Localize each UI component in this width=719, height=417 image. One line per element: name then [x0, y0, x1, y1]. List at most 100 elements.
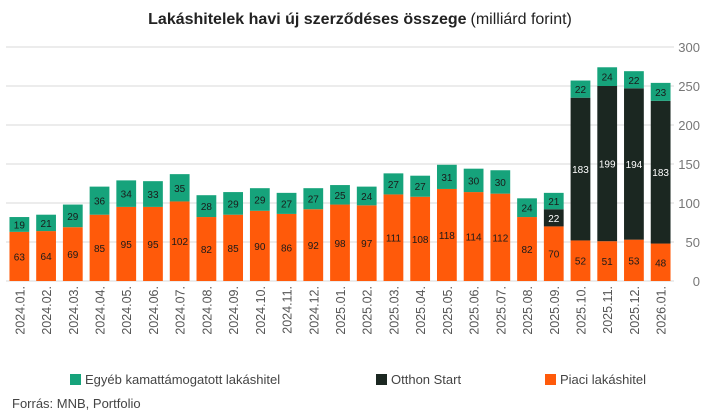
- bar-segment: [517, 198, 537, 218]
- y-tick-label: 0: [693, 274, 700, 289]
- x-tick-label: 2024.06.: [147, 286, 161, 335]
- x-tick-label: 2025.11.: [601, 286, 615, 334]
- legend-label: Piaci lakáshitel: [560, 372, 646, 387]
- bar-value-label: 24: [602, 73, 614, 84]
- chart-title: Lakáshitelek havi új szerződéses összege: [148, 11, 466, 28]
- bar-value-label: 29: [228, 199, 240, 210]
- bar-segment: [169, 201, 190, 281]
- bar-segment: [196, 217, 217, 281]
- bar-segment: [410, 175, 431, 197]
- bar-value-label: 63: [14, 252, 26, 263]
- x-tick-label: 2024.07.: [174, 286, 188, 335]
- bar-value-label: 95: [121, 240, 133, 251]
- bar-value-label: 92: [308, 241, 320, 252]
- bar-segment: [36, 231, 56, 281]
- bar-segment: [62, 227, 83, 281]
- bar-value-label: 194: [626, 160, 643, 171]
- bar-segment: [410, 196, 431, 281]
- bar-value-label: 183: [652, 168, 669, 179]
- bar-segment: [330, 204, 350, 281]
- bar-value-label: 28: [201, 202, 213, 213]
- bar-value-label: 24: [521, 204, 533, 215]
- x-tick-label: 2025.09.: [548, 286, 562, 335]
- x-tick-label: 2024.09.: [227, 286, 241, 335]
- bar-segment: [116, 206, 137, 281]
- bar-value-label: 52: [575, 257, 587, 268]
- bar-value-label: 30: [495, 178, 507, 189]
- bar-segment: [223, 192, 244, 215]
- y-tick-label: 200: [678, 118, 700, 133]
- bars: 63 19 64 21 69 29 85 36 95 34 95 33 102 35 82 28 85 29 90 2…: [9, 67, 671, 281]
- bar-segment: [356, 205, 377, 281]
- bar-segment: [116, 180, 137, 207]
- x-tick-label: 2025.01.: [334, 286, 348, 335]
- x-tick-label: 2025.08.: [521, 286, 535, 335]
- bar-value-label: 199: [599, 160, 616, 171]
- bar-segment: [463, 192, 484, 281]
- y-tick-label: 300: [678, 40, 700, 55]
- bar-segment: [356, 186, 377, 206]
- bar-segment: [463, 168, 484, 193]
- bar-value-label: 22: [628, 76, 640, 87]
- bar-value-label: 118: [439, 231, 455, 242]
- bar-value-label: 98: [334, 239, 346, 250]
- bar-segment: [490, 170, 511, 194]
- legend-swatch: [545, 374, 556, 385]
- bar-value-label: 102: [171, 237, 188, 248]
- bar-segment: [543, 192, 564, 210]
- bar-value-label: 85: [228, 244, 240, 255]
- y-tick-label: 150: [678, 157, 700, 172]
- bar-segment: [570, 240, 591, 281]
- bar-value-label: 27: [308, 195, 320, 206]
- bar-value-label: 21: [548, 197, 560, 208]
- bar-value-label: 69: [67, 250, 79, 261]
- y-axis-ticks: 0 50 100 150 200 250 300: [678, 40, 700, 289]
- bar-value-label: 19: [14, 220, 26, 231]
- y-tick-label: 50: [686, 235, 700, 250]
- bar-value-label: 48: [655, 258, 667, 269]
- x-tick-label: 2024.11.: [281, 286, 295, 334]
- x-axis-ticks: 2024.01. 2024.02. 2024.03. 2024.04. 2024.05.…: [13, 286, 668, 335]
- bar-value-label: 22: [548, 214, 560, 225]
- bar-segment: [196, 195, 217, 218]
- bar-segment: [597, 241, 618, 281]
- bar-segment: [650, 82, 671, 101]
- bar-segment: [383, 173, 404, 195]
- bar-value-label: 21: [41, 219, 53, 230]
- bar-value-label: 108: [412, 235, 429, 246]
- bar-segment: [330, 185, 350, 205]
- bar-segment: [517, 217, 537, 281]
- bar-value-label: 53: [628, 256, 640, 267]
- bar-value-label: 27: [281, 199, 293, 210]
- y-tick-label: 250: [678, 79, 700, 94]
- bar-segment: [276, 192, 297, 214]
- x-tick-label: 2024.12.: [307, 286, 321, 335]
- bar-segment: [543, 209, 564, 227]
- bar-segment: [89, 186, 110, 215]
- bar-segment: [597, 86, 618, 242]
- legend-label: Otthon Start: [391, 372, 461, 387]
- bar-segment: [143, 206, 163, 281]
- legend-swatch: [376, 374, 387, 385]
- bar-value-label: 34: [121, 190, 133, 201]
- bar-segment: [650, 243, 671, 281]
- bar-value-label: 22: [575, 85, 587, 96]
- bar-segment: [624, 71, 644, 89]
- x-tick-label: 2024.03.: [67, 286, 81, 335]
- x-tick-label: 2025.02.: [361, 286, 375, 335]
- legend-label: Egyéb kamattámogatott lakáshitel: [85, 372, 280, 387]
- x-tick-label: 2025.12.: [628, 286, 642, 335]
- bar-value-label: 70: [548, 250, 560, 261]
- x-tick-label: 2024.10.: [254, 286, 268, 335]
- bar-value-label: 24: [361, 192, 373, 203]
- chart-subtitle: (milliárd forint): [471, 11, 572, 28]
- bar-value-label: 29: [67, 212, 79, 223]
- bar-segment: [650, 100, 671, 244]
- bar-segment: [436, 188, 457, 281]
- bar-segment: [249, 210, 270, 281]
- bar-value-label: 112: [492, 233, 508, 244]
- bar-segment: [570, 80, 591, 98]
- bar-value-label: 97: [361, 239, 373, 250]
- bar-value-label: 183: [572, 165, 589, 176]
